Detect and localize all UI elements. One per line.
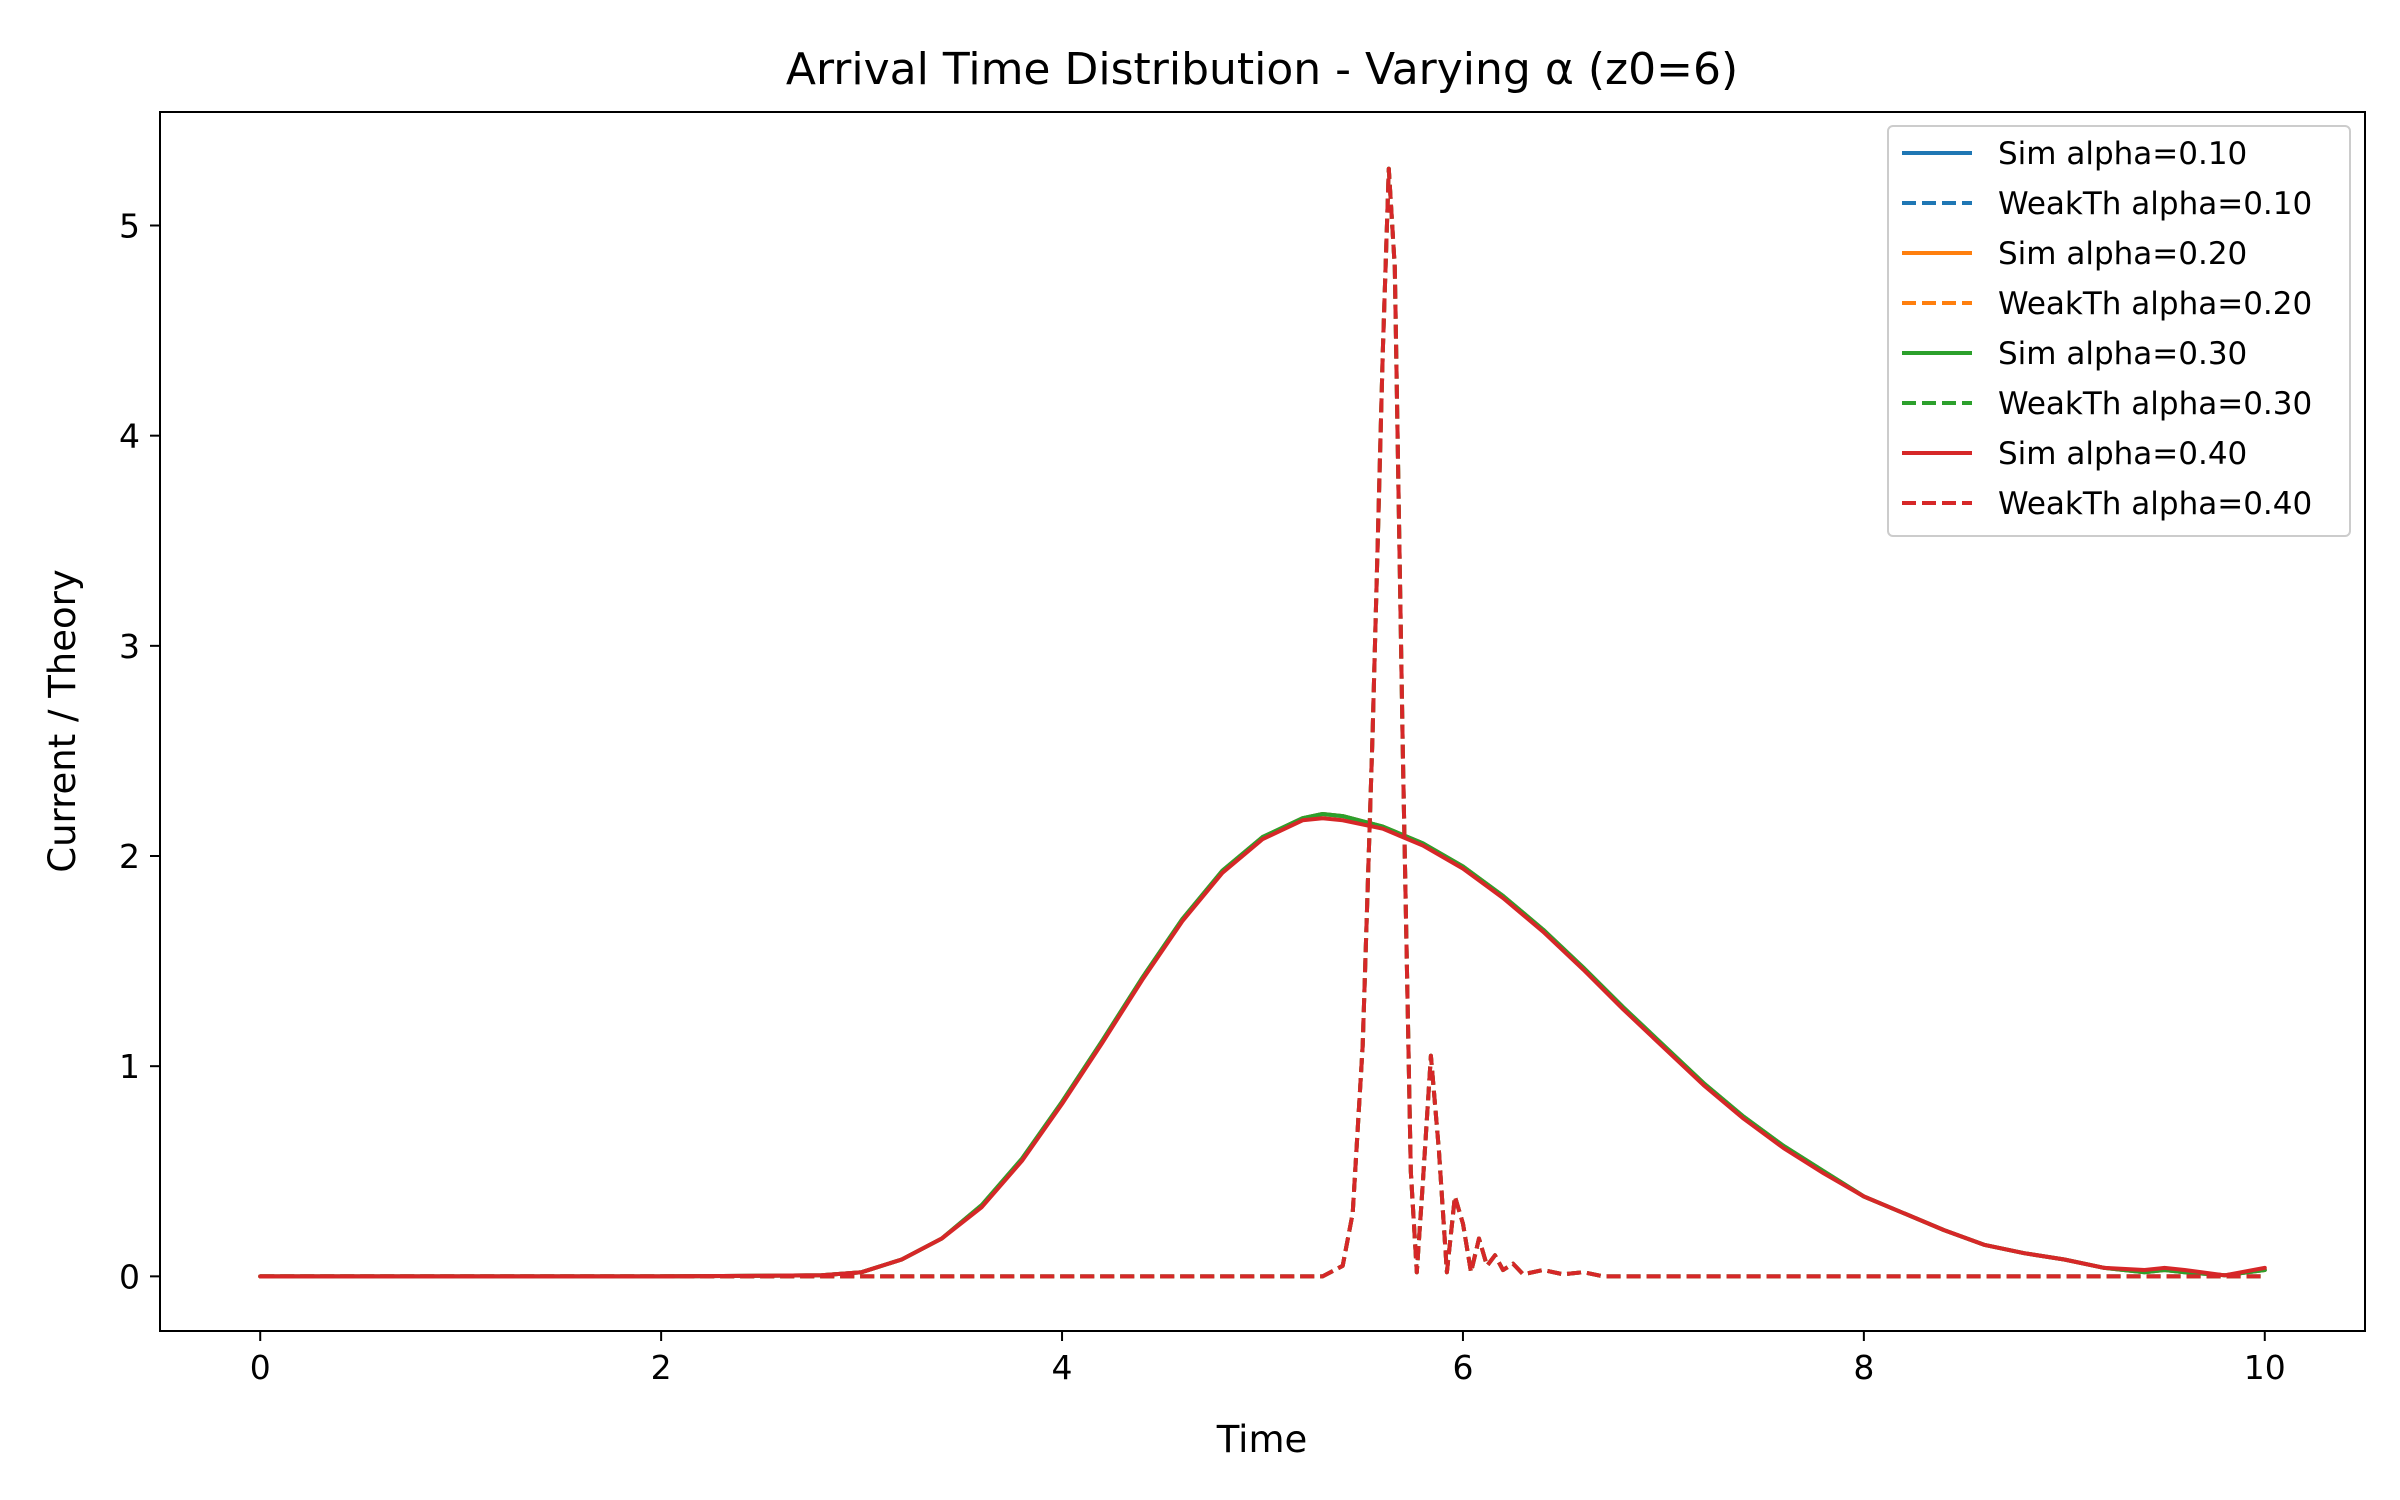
legend-label-7: WeakTh alpha=0.40 [1998, 486, 2312, 522]
legend-label-3: WeakTh alpha=0.20 [1998, 286, 2312, 322]
x-tick-label-2: 4 [1052, 1348, 1073, 1387]
y-axis-label: Current / Theory [41, 569, 84, 873]
legend-label-6: Sim alpha=0.40 [1998, 436, 2247, 472]
legend-label-5: WeakTh alpha=0.30 [1998, 386, 2312, 422]
x-tick-label-4: 8 [1853, 1348, 1874, 1387]
y-tick-label-3: 3 [119, 627, 140, 666]
x-tick-label-3: 6 [1452, 1348, 1473, 1387]
legend: Sim alpha=0.10 WeakTh alpha=0.10 Sim alpha… [1887, 125, 2351, 537]
x-tick-label-5: 10 [2244, 1348, 2286, 1387]
y-tick-label-0: 0 [119, 1257, 140, 1296]
legend-box [1887, 125, 2351, 537]
legend-label-1: WeakTh alpha=0.10 [1998, 186, 2312, 222]
y-tick-label-5: 5 [119, 206, 140, 245]
y-axis-ticks: 0 1 2 3 4 5 [119, 206, 160, 1296]
legend-items: Sim alpha=0.10 WeakTh alpha=0.10 Sim alpha… [1902, 136, 2312, 522]
chart-title: Arrival Time Distribution - Varying α (z… [786, 44, 1738, 95]
x-axis-label: Time [1216, 1418, 1308, 1461]
x-tick-label-0: 0 [250, 1348, 271, 1387]
legend-label-2: Sim alpha=0.20 [1998, 236, 2247, 272]
y-tick-label-4: 4 [119, 417, 140, 456]
legend-label-4: Sim alpha=0.30 [1998, 336, 2247, 372]
y-tick-label-2: 2 [119, 837, 140, 876]
x-tick-label-1: 2 [651, 1348, 672, 1387]
x-axis-ticks: 0 2 4 6 8 10 [250, 1331, 2286, 1387]
y-tick-label-1: 1 [119, 1047, 140, 1086]
plot-frame [159, 111, 2366, 1332]
series-line-7 [260, 166, 2265, 1279]
legend-label-0: Sim alpha=0.10 [1998, 136, 2247, 172]
series-line-6 [258, 816, 2267, 1279]
series-layer [258, 166, 2267, 1279]
